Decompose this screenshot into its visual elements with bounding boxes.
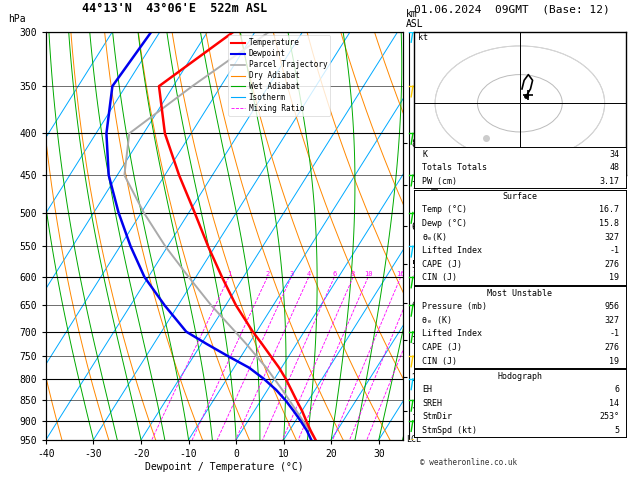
X-axis label: Dewpoint / Temperature (°C): Dewpoint / Temperature (°C) [145, 462, 304, 471]
Text: 48: 48 [610, 163, 620, 172]
Text: 956: 956 [604, 302, 620, 311]
Text: 25: 25 [429, 271, 437, 277]
Text: Most Unstable: Most Unstable [487, 289, 552, 297]
Text: Lifted Index: Lifted Index [422, 246, 482, 255]
Text: 253°: 253° [599, 413, 620, 421]
Text: 4: 4 [306, 271, 311, 277]
Text: 34: 34 [610, 150, 620, 158]
Text: Totals Totals: Totals Totals [422, 163, 487, 172]
Text: 19: 19 [610, 274, 620, 282]
Text: θₑ(K): θₑ(K) [422, 233, 447, 242]
Text: 16.7: 16.7 [599, 206, 620, 214]
Text: 276: 276 [604, 260, 620, 269]
Text: Surface: Surface [503, 192, 537, 201]
Text: 327: 327 [604, 233, 620, 242]
Text: -1: -1 [610, 246, 620, 255]
Text: 276: 276 [604, 343, 620, 352]
Text: 1: 1 [226, 271, 231, 277]
Text: -1: -1 [610, 330, 620, 338]
Text: ASL: ASL [406, 19, 423, 29]
Text: PW (cm): PW (cm) [422, 177, 457, 186]
Text: SREH: SREH [422, 399, 442, 408]
Text: 3: 3 [289, 271, 293, 277]
Text: StmSpd (kt): StmSpd (kt) [422, 426, 477, 435]
Text: 15.8: 15.8 [599, 219, 620, 228]
Text: CAPE (J): CAPE (J) [422, 260, 462, 269]
Y-axis label: Mixing Ratio (g/kg): Mixing Ratio (g/kg) [428, 188, 437, 283]
Text: 8: 8 [351, 271, 355, 277]
Text: CAPE (J): CAPE (J) [422, 343, 462, 352]
Text: Dewp (°C): Dewp (°C) [422, 219, 467, 228]
Text: 01.06.2024  09GMT  (Base: 12): 01.06.2024 09GMT (Base: 12) [414, 4, 610, 15]
Text: 16: 16 [396, 271, 405, 277]
Legend: Temperature, Dewpoint, Parcel Trajectory, Dry Adiabat, Wet Adiabat, Isotherm, Mi: Temperature, Dewpoint, Parcel Trajectory… [228, 35, 330, 116]
Text: 2: 2 [265, 271, 269, 277]
Text: 6: 6 [615, 385, 620, 394]
Text: Lifted Index: Lifted Index [422, 330, 482, 338]
Text: 327: 327 [604, 316, 620, 325]
Text: 6: 6 [332, 271, 337, 277]
Text: StmDir: StmDir [422, 413, 452, 421]
Text: 20: 20 [413, 271, 421, 277]
Text: EH: EH [422, 385, 432, 394]
Text: K: K [422, 150, 427, 158]
Text: km: km [406, 9, 418, 19]
Text: kt: kt [418, 33, 428, 42]
Text: 5: 5 [615, 426, 620, 435]
Text: hPa: hPa [8, 14, 26, 24]
Text: 19: 19 [610, 357, 620, 365]
Text: CIN (J): CIN (J) [422, 274, 457, 282]
Text: Temp (°C): Temp (°C) [422, 206, 467, 214]
Text: Hodograph: Hodograph [498, 372, 542, 381]
Text: LCL: LCL [406, 434, 421, 444]
Text: © weatheronline.co.uk: © weatheronline.co.uk [420, 457, 517, 467]
Text: 3.17: 3.17 [599, 177, 620, 186]
Text: 14: 14 [610, 399, 620, 408]
Text: θₑ (K): θₑ (K) [422, 316, 452, 325]
Text: 44°13'N  43°06'E  522m ASL: 44°13'N 43°06'E 522m ASL [82, 1, 267, 15]
Text: CIN (J): CIN (J) [422, 357, 457, 365]
Text: 10: 10 [364, 271, 372, 277]
Text: Pressure (mb): Pressure (mb) [422, 302, 487, 311]
